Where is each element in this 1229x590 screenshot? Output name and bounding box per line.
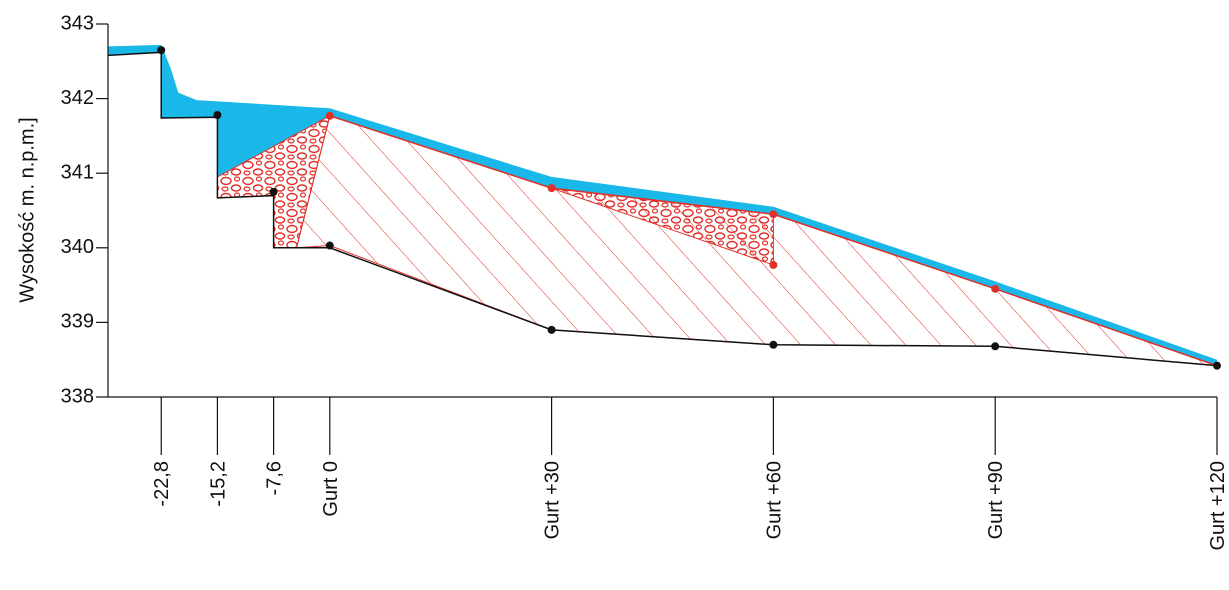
y-tick-label: 343: [61, 12, 94, 34]
x-tick-label: Gurt +90: [985, 461, 1007, 539]
x-tick-label: Gurt +60: [763, 461, 785, 539]
y-axis-title: Wysokość m. n.p.m.]: [16, 117, 38, 302]
x-tick-label: Gurt 0: [320, 461, 342, 517]
point-marker: [213, 111, 221, 119]
point-marker: [769, 341, 777, 349]
point-marker: [991, 342, 999, 350]
y-tick-label: 338: [61, 385, 94, 407]
point-marker: [326, 242, 334, 250]
point-marker: [1213, 362, 1221, 370]
y-tick-label: 339: [61, 311, 94, 333]
x-tick-label: -15,2: [207, 461, 229, 507]
point-marker: [270, 188, 278, 196]
point-marker: [548, 326, 556, 334]
x-tick-label: Gurt +30: [542, 461, 564, 539]
point-marker: [991, 285, 999, 293]
point-marker: [769, 261, 777, 269]
point-marker: [769, 210, 777, 218]
chart: Wysokość m. n.p.m.] 338 339 340 341 342 343 -2…: [0, 0, 1229, 585]
x-tick-label: -22,8: [151, 461, 173, 507]
point-marker: [548, 184, 556, 192]
x-tick-label: -7,6: [264, 461, 286, 495]
y-tick-label: 340: [61, 236, 94, 258]
y-tick-label: 342: [61, 87, 94, 109]
point-marker: [326, 112, 334, 120]
y-tick-label: 341: [61, 161, 94, 183]
x-tick-label: Gurt +120: [1207, 461, 1229, 551]
point-marker: [157, 46, 165, 54]
